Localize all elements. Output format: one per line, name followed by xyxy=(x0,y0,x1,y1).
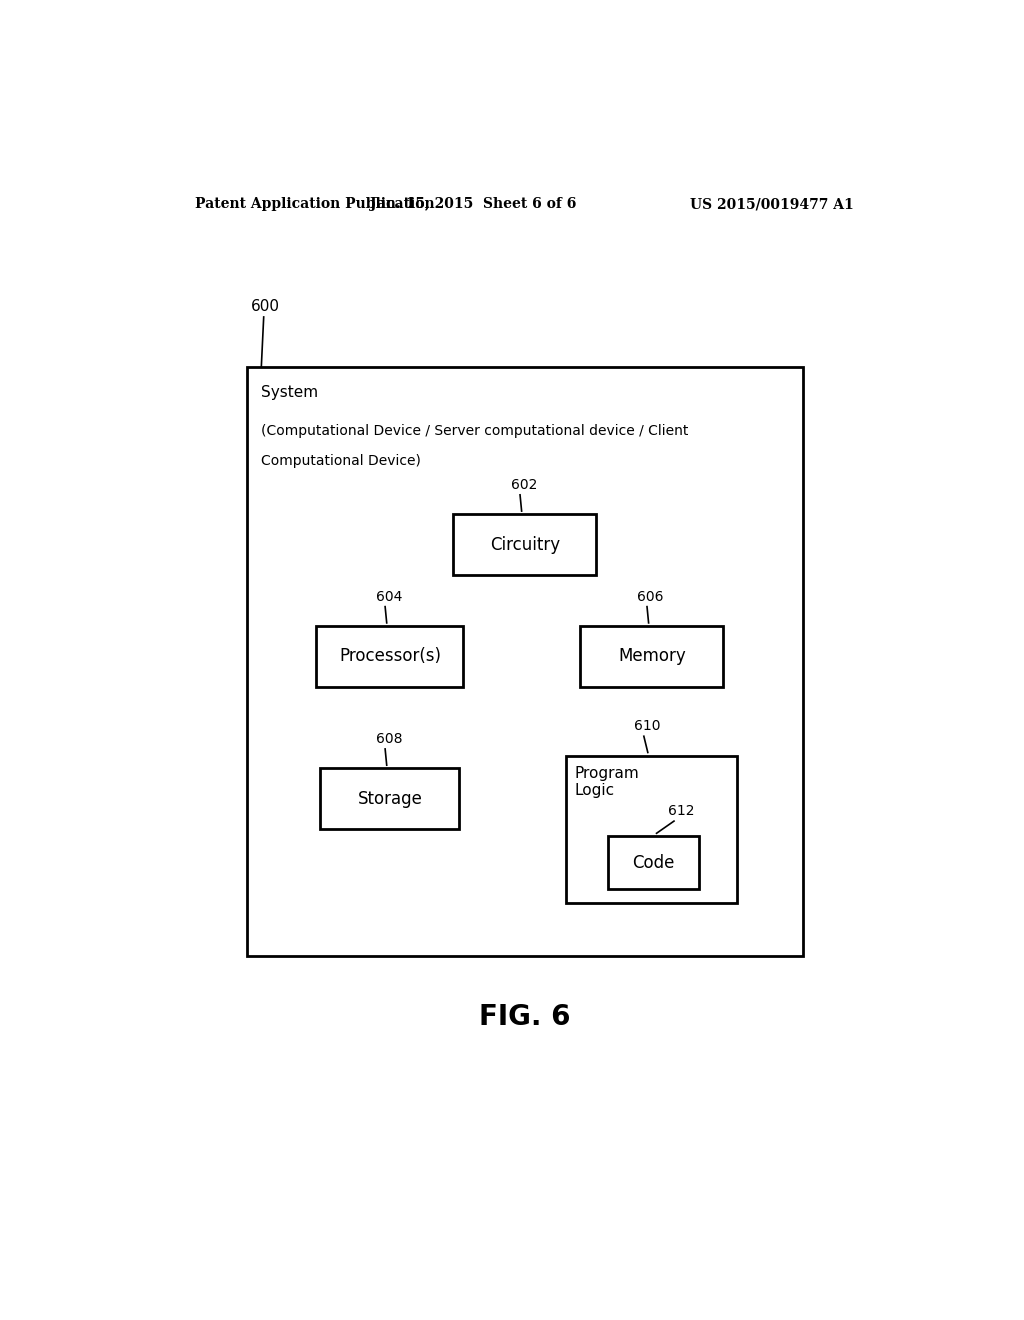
Text: Computational Device): Computational Device) xyxy=(261,454,421,469)
Text: Patent Application Publication: Patent Application Publication xyxy=(196,197,435,211)
Bar xyxy=(607,837,699,890)
Bar xyxy=(566,755,737,903)
Text: US 2015/0019477 A1: US 2015/0019477 A1 xyxy=(690,197,854,211)
Text: 602: 602 xyxy=(511,478,537,492)
Bar xyxy=(316,626,463,686)
Bar xyxy=(247,367,803,956)
Text: Storage: Storage xyxy=(357,789,422,808)
Text: Program
Logic: Program Logic xyxy=(574,766,639,799)
Text: 612: 612 xyxy=(668,804,694,818)
Text: (Computational Device / Server computational device / Client: (Computational Device / Server computati… xyxy=(261,424,689,438)
Text: Circuitry: Circuitry xyxy=(489,536,560,553)
Text: 604: 604 xyxy=(376,590,402,603)
Text: 606: 606 xyxy=(638,590,664,603)
Bar xyxy=(454,515,596,576)
Text: Processor(s): Processor(s) xyxy=(339,647,441,665)
Text: 600: 600 xyxy=(251,298,280,314)
Text: Code: Code xyxy=(632,854,675,871)
Text: Jan. 15, 2015  Sheet 6 of 6: Jan. 15, 2015 Sheet 6 of 6 xyxy=(370,197,577,211)
Text: Memory: Memory xyxy=(617,647,686,665)
Text: 610: 610 xyxy=(634,719,660,733)
Text: 608: 608 xyxy=(376,731,402,746)
Bar xyxy=(581,626,723,686)
Text: System: System xyxy=(261,385,318,400)
Bar xyxy=(321,768,460,829)
Text: FIG. 6: FIG. 6 xyxy=(479,1003,570,1031)
